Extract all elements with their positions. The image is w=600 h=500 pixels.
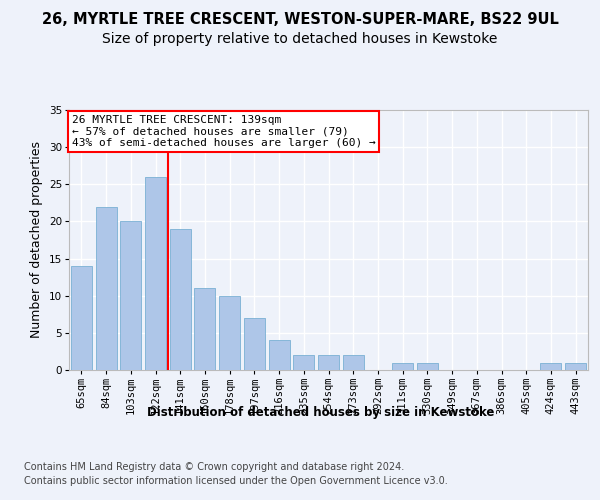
Bar	[244, 318, 265, 370]
Text: 26 MYRTLE TREE CRESCENT: 139sqm
← 57% of detached houses are smaller (79)
43% of: 26 MYRTLE TREE CRESCENT: 139sqm ← 57% of…	[71, 115, 376, 148]
Bar	[541, 362, 562, 370]
Text: 26, MYRTLE TREE CRESCENT, WESTON-SUPER-MARE, BS22 9UL: 26, MYRTLE TREE CRESCENT, WESTON-SUPER-M…	[41, 12, 559, 28]
Bar	[417, 362, 438, 370]
Text: Size of property relative to detached houses in Kewstoke: Size of property relative to detached ho…	[103, 32, 497, 46]
Bar	[71, 266, 92, 370]
Bar	[343, 355, 364, 370]
Bar	[318, 355, 339, 370]
Text: Contains HM Land Registry data © Crown copyright and database right 2024.: Contains HM Land Registry data © Crown c…	[24, 462, 404, 472]
Bar	[120, 222, 141, 370]
Bar	[145, 177, 166, 370]
Bar	[392, 362, 413, 370]
Y-axis label: Number of detached properties: Number of detached properties	[30, 142, 43, 338]
Bar	[565, 362, 586, 370]
Bar	[194, 288, 215, 370]
Text: Distribution of detached houses by size in Kewstoke: Distribution of detached houses by size …	[148, 406, 494, 419]
Bar	[170, 229, 191, 370]
Bar	[95, 206, 116, 370]
Bar	[293, 355, 314, 370]
Bar	[269, 340, 290, 370]
Bar	[219, 296, 240, 370]
Text: Contains public sector information licensed under the Open Government Licence v3: Contains public sector information licen…	[24, 476, 448, 486]
